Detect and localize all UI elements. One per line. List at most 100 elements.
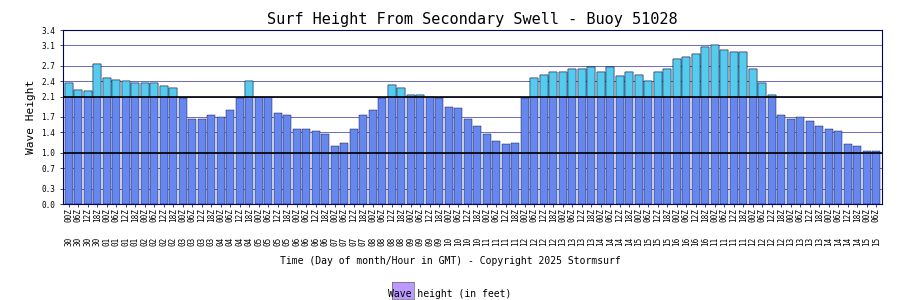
Bar: [663, 69, 671, 97]
Bar: [426, 97, 434, 204]
Bar: [292, 129, 301, 204]
Bar: [140, 83, 148, 97]
Bar: [597, 73, 605, 204]
Bar: [730, 52, 738, 97]
Bar: [549, 73, 557, 97]
Bar: [758, 83, 766, 97]
Bar: [482, 134, 491, 204]
Bar: [559, 73, 567, 204]
Bar: [302, 129, 310, 204]
Bar: [521, 98, 529, 204]
Bar: [388, 85, 396, 204]
Bar: [284, 116, 292, 204]
Bar: [350, 129, 358, 204]
Bar: [540, 74, 548, 97]
Bar: [853, 146, 861, 204]
Bar: [94, 64, 101, 204]
Bar: [844, 144, 851, 204]
Bar: [626, 73, 634, 204]
Text: Time (Day of month/Hour in GMT) - Copyright 2025 Stormsurf: Time (Day of month/Hour in GMT) - Copyri…: [280, 256, 620, 266]
Bar: [131, 83, 140, 204]
Bar: [749, 69, 757, 204]
Bar: [644, 81, 652, 97]
Bar: [217, 117, 225, 204]
Bar: [84, 92, 92, 97]
Bar: [682, 57, 690, 97]
Bar: [824, 129, 832, 204]
Bar: [74, 90, 82, 97]
Bar: [653, 73, 662, 97]
Bar: [473, 126, 482, 204]
Bar: [540, 74, 548, 204]
Bar: [179, 98, 187, 204]
Bar: [568, 69, 576, 97]
Bar: [274, 113, 282, 204]
Bar: [436, 98, 444, 204]
Title: Surf Height From Secondary Swell - Buoy 51028: Surf Height From Secondary Swell - Buoy …: [267, 12, 678, 27]
Bar: [464, 118, 472, 204]
Bar: [169, 88, 177, 97]
Bar: [644, 81, 652, 204]
Bar: [720, 50, 728, 204]
Bar: [511, 142, 519, 204]
Bar: [321, 134, 329, 204]
Bar: [340, 142, 348, 204]
Bar: [501, 144, 509, 204]
Bar: [568, 69, 576, 204]
Bar: [653, 73, 662, 204]
Bar: [311, 131, 320, 204]
Bar: [863, 151, 871, 204]
Bar: [787, 118, 795, 204]
Bar: [150, 83, 158, 204]
Bar: [530, 78, 538, 97]
Bar: [103, 78, 111, 97]
Bar: [122, 81, 130, 97]
Bar: [255, 97, 263, 204]
Bar: [616, 76, 624, 204]
Bar: [103, 78, 111, 204]
Bar: [530, 78, 538, 204]
Bar: [159, 86, 167, 97]
Bar: [806, 121, 814, 204]
Y-axis label: Wave Height: Wave Height: [26, 80, 36, 154]
Bar: [587, 68, 595, 204]
Bar: [559, 73, 567, 97]
Bar: [416, 95, 424, 204]
Bar: [549, 73, 557, 204]
Bar: [701, 47, 709, 204]
Bar: [122, 81, 130, 204]
Bar: [872, 151, 880, 204]
Bar: [207, 116, 215, 204]
Bar: [112, 80, 121, 97]
Bar: [607, 68, 615, 97]
Bar: [94, 64, 101, 97]
Bar: [407, 95, 415, 204]
Bar: [226, 110, 234, 204]
Bar: [672, 59, 680, 97]
Bar: [407, 95, 415, 97]
Bar: [749, 69, 757, 97]
Bar: [711, 45, 719, 204]
Bar: [140, 83, 148, 204]
Bar: [112, 80, 121, 204]
Bar: [330, 146, 338, 204]
Bar: [74, 90, 82, 204]
Bar: [701, 47, 709, 97]
Bar: [730, 52, 738, 204]
Bar: [682, 57, 690, 204]
Bar: [578, 69, 586, 97]
Bar: [768, 95, 776, 204]
Bar: [236, 98, 244, 204]
Bar: [150, 83, 158, 97]
Bar: [720, 50, 728, 97]
Bar: [834, 131, 842, 204]
Bar: [445, 107, 453, 204]
Bar: [159, 86, 167, 204]
Bar: [692, 54, 700, 97]
Bar: [768, 95, 776, 97]
Bar: [739, 52, 747, 204]
Bar: [634, 74, 643, 204]
Bar: [815, 126, 824, 204]
Bar: [84, 92, 92, 204]
Bar: [626, 73, 634, 97]
